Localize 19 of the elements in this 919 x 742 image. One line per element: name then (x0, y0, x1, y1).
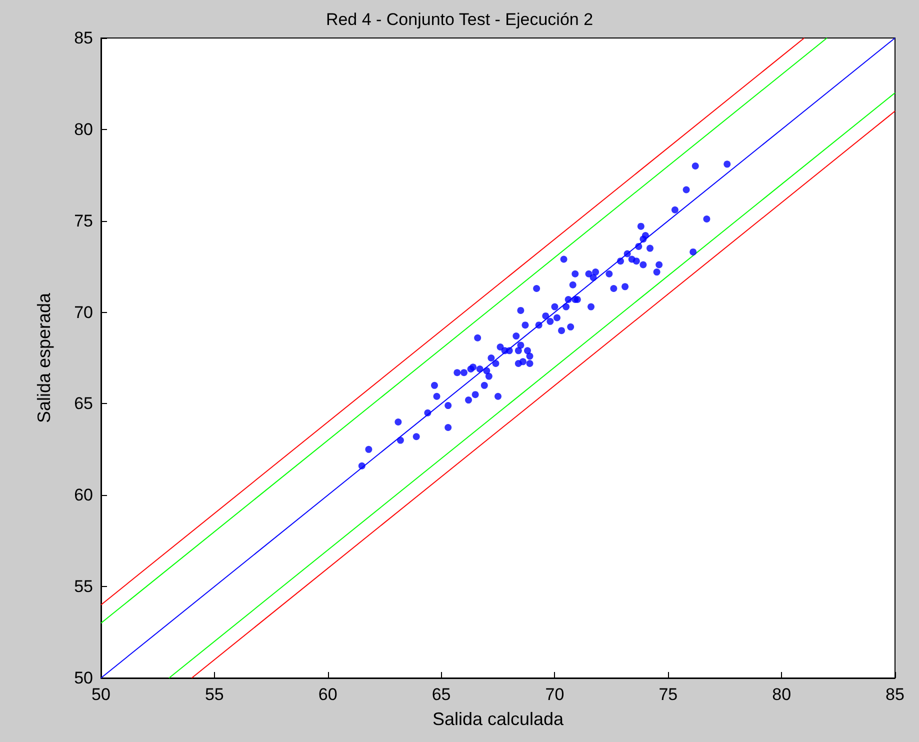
x-tick-label: 50 (92, 685, 110, 704)
x-tick-label: 75 (658, 685, 678, 704)
y-tick-label: 75 (74, 211, 93, 230)
y-tick-label: 70 (74, 302, 93, 322)
x-tick-label: 85 (886, 685, 904, 704)
x-tick-label: 65 (432, 685, 451, 704)
y-tick-label: 80 (74, 120, 93, 139)
x-tick-label: 55 (204, 685, 224, 704)
y-tick-label: 65 (74, 394, 93, 414)
x-tick-label: 70 (545, 685, 564, 704)
chart-title: Red 4 - Conjunto Test - Ejecución 2 (326, 10, 594, 29)
y-axis-title: Salida esperada (34, 292, 54, 424)
y-tick-label: 50 (74, 668, 93, 688)
x-axis-title: Salida calculada (432, 709, 565, 729)
y-tick-label: 85 (74, 28, 93, 48)
x-tick-label: 80 (772, 685, 792, 704)
y-tick-label: 60 (74, 486, 93, 505)
y-tick-label: 55 (74, 577, 93, 596)
x-tick-label: 60 (318, 685, 338, 704)
